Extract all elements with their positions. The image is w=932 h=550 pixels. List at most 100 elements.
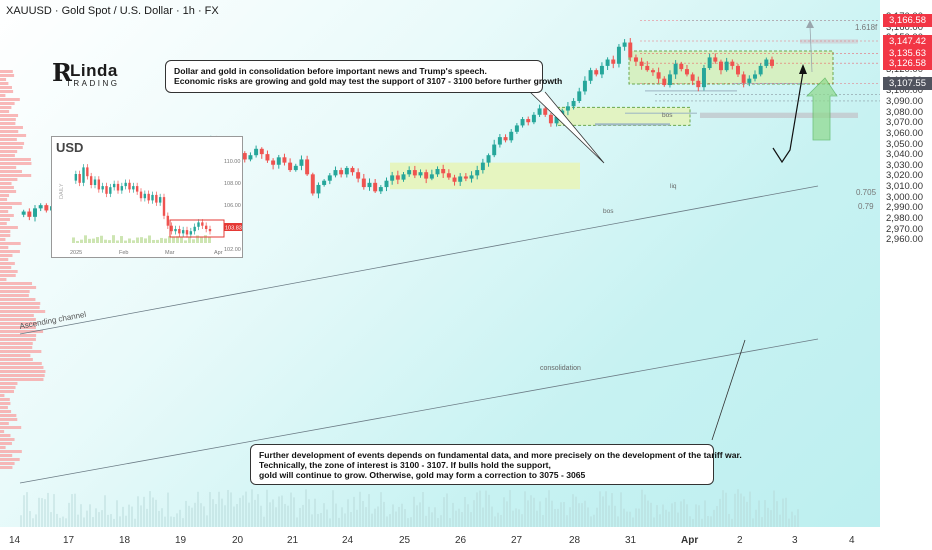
- candle-body: [673, 63, 678, 75]
- inset-candle-body: [185, 230, 189, 235]
- price-tag: 3,166.58: [883, 14, 932, 28]
- volume-profile-bar: [0, 194, 10, 197]
- volume-profile-bar: [0, 354, 31, 357]
- volume-bar: [119, 516, 121, 527]
- volume-profile-bar: [0, 362, 42, 365]
- volume-bar: [143, 496, 145, 527]
- candle-body: [565, 106, 570, 111]
- inset-volume-bar: [148, 235, 151, 243]
- volume-bar: [593, 514, 595, 527]
- volume-bar: [782, 498, 784, 527]
- volume-profile-bar: [0, 226, 18, 229]
- volume-profile-bar: [0, 290, 30, 293]
- candle-body: [475, 170, 480, 176]
- volume-profile-bar: [0, 266, 12, 269]
- volume-bar: [728, 513, 730, 527]
- volume-bar: [233, 506, 235, 527]
- volume-bar: [395, 511, 397, 527]
- inset-candle-body: [155, 194, 158, 203]
- inset-candle-body: [109, 187, 112, 194]
- volume-bar: [437, 518, 439, 527]
- volume-bar: [473, 500, 475, 527]
- y-tick-label: 3,000.00: [886, 191, 923, 203]
- y-tick-label: 3,020.00: [886, 170, 923, 182]
- inset-candle-body: [105, 186, 108, 194]
- consolidation-label: consolidation: [540, 365, 581, 372]
- volume-bar: [353, 496, 355, 527]
- volume-bar: [719, 498, 721, 527]
- inset-volume-bar: [112, 235, 115, 243]
- bottom-callout-pointer: [711, 339, 746, 441]
- volume-bar: [494, 516, 496, 527]
- inset-candle-body: [82, 167, 85, 183]
- volume-bar: [269, 502, 271, 527]
- candle-body: [27, 211, 32, 217]
- volume-bar: [197, 491, 199, 527]
- volume-bar: [425, 515, 427, 527]
- volume-bar: [320, 512, 322, 527]
- volume-bar: [53, 494, 55, 527]
- volume-bar: [677, 512, 679, 527]
- volume-bar: [767, 507, 769, 527]
- volume-bar: [587, 507, 589, 527]
- volume-bar: [656, 505, 658, 527]
- candle-body: [616, 46, 621, 64]
- inset-volume-bar: [96, 237, 99, 243]
- candle-body: [395, 175, 400, 180]
- volume-bar: [512, 510, 514, 527]
- volume-profile-bar: [0, 358, 33, 361]
- volume-bar: [500, 514, 502, 527]
- top-callout: Dollar and gold in consolidation before …: [165, 60, 562, 93]
- price-tag: 3,126.58: [883, 56, 932, 70]
- y-tick-label: 2,960.00: [886, 234, 923, 246]
- inset-volume-bar: [144, 238, 147, 243]
- volume-bar: [158, 510, 160, 527]
- volume-bar: [281, 495, 283, 527]
- volume-profile-bar: [0, 138, 17, 141]
- volume-bar: [650, 502, 652, 527]
- x-tick-label: 31: [625, 535, 637, 546]
- volume-bar: [38, 497, 40, 527]
- volume-bar: [680, 501, 682, 527]
- volume-bar: [590, 516, 592, 527]
- candle-body: [577, 91, 582, 101]
- price-tag: 3,107.55: [883, 76, 932, 90]
- volume-bar: [755, 509, 757, 527]
- y-tick-label: 3,160.00: [886, 21, 923, 33]
- volume-profile-bar: [0, 202, 22, 205]
- candle-body: [526, 119, 531, 123]
- volume-bar: [530, 495, 532, 527]
- volume-bar: [386, 516, 388, 527]
- inset-x-tick: Mar: [165, 250, 175, 256]
- volume-bar: [110, 514, 112, 527]
- volume-profile-bar: [0, 294, 29, 297]
- volume-bar: [191, 507, 193, 527]
- liquidity-block-mid: [625, 112, 697, 114]
- volume-profile-bar: [0, 110, 10, 113]
- inset-y-tick: 108.00: [224, 181, 241, 187]
- volume-bar: [743, 496, 745, 527]
- volume-bar: [251, 489, 253, 527]
- bottom-callout: Further development of events depends on…: [250, 444, 742, 485]
- candle-body: [265, 154, 270, 161]
- volume-bar: [551, 500, 553, 527]
- logo-subtitle: TRADING: [66, 79, 120, 88]
- inset-volume-bar: [88, 238, 91, 243]
- volume-profile-bar: [0, 346, 33, 349]
- volume-profile-bar: [0, 366, 44, 369]
- candle-body: [554, 116, 559, 124]
- x-tick-label: 17: [63, 535, 75, 546]
- candle-body: [310, 174, 315, 194]
- inset-candle-body: [151, 194, 154, 201]
- inset-candle-body: [89, 176, 93, 185]
- volume-bar: [485, 490, 487, 527]
- volume-bar: [440, 515, 442, 527]
- volume-bar: [83, 517, 85, 527]
- candle-body: [322, 180, 327, 185]
- volume-profile-bar: [0, 322, 37, 325]
- volume-bar: [59, 517, 61, 527]
- volume-bar: [80, 504, 82, 527]
- volume-profile-bar: [0, 146, 23, 149]
- volume-bar: [626, 511, 628, 527]
